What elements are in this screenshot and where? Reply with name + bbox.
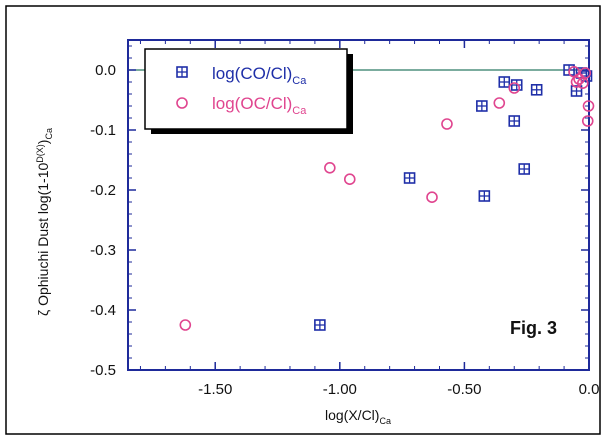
data-point-oc — [324, 162, 336, 174]
x-axis-label-main: log(X/Cl) — [325, 407, 379, 423]
data-point-oc — [493, 97, 506, 109]
y-axis-label-main: ζ Ophiuchi Dust log(1-10 — [35, 163, 51, 316]
axis-ticks: 0.0 -0.1 -0.2 -0.3 -0.4 -0.5 -1.50 -1.00 -0.50 0.… — [90, 40, 599, 398]
data-point-co — [476, 100, 488, 112]
data-point-oc — [441, 118, 453, 130]
legend-label-co-main: log(CO/Cl) — [212, 64, 292, 83]
data-point-oc — [581, 115, 594, 127]
y-tick-label: -0.1 — [90, 122, 116, 139]
data-points — [179, 64, 595, 331]
plot-frame — [127, 39, 590, 371]
legend-marker-co-shape — [176, 66, 188, 78]
x-tick-label: -0.50 — [447, 381, 481, 398]
data-point-oc — [426, 191, 438, 203]
data-point-co — [518, 163, 531, 175]
legend-box — [144, 48, 348, 130]
x-tick-label: -1.00 — [323, 381, 357, 398]
data-point-co — [498, 76, 511, 88]
data-point-co — [530, 84, 543, 96]
data-point-oc — [179, 319, 192, 331]
data-point-oc — [582, 100, 595, 112]
data-point-co — [510, 79, 523, 91]
legend-marker-crossed-square — [176, 66, 188, 78]
data-point-co — [478, 190, 491, 202]
data-point-co — [314, 319, 326, 331]
data-point-oc — [570, 76, 583, 88]
y-tick-label: -0.4 — [90, 302, 116, 319]
x-tick-label: -1.50 — [198, 381, 232, 398]
data-point-oc — [508, 82, 521, 94]
legend-label-oc-sub: Ca — [292, 105, 307, 117]
y-tick-label: 0.0 — [95, 62, 116, 79]
legend-marker-oc-shape — [176, 97, 188, 109]
y-axis-label-sup: D(X) — [35, 144, 45, 163]
legend-label-co: log(CO/Cl)Ca — [212, 64, 307, 87]
y-axis-label-close: ) — [35, 140, 51, 145]
plot-area-border — [127, 39, 590, 371]
figure-label: Fig. 3 — [510, 318, 557, 338]
x-axis-label-sub: Ca — [379, 416, 391, 426]
x-axis-label: log(X/Cl)Ca — [325, 407, 391, 426]
y-axis-label: ζ Ophiuchi Dust log(1-10D(X))Ca — [35, 128, 54, 316]
legend-label-oc: log(OC/Cl)Ca — [212, 94, 307, 117]
data-point-co — [508, 115, 521, 127]
legend: log(CO/Cl)Ca log(OC/Cl)Ca — [144, 48, 353, 134]
y-tick-label: -0.5 — [90, 362, 116, 379]
legend-marker-open-circle — [176, 97, 188, 109]
y-tick-label: -0.2 — [90, 182, 116, 199]
data-point-oc — [579, 67, 592, 79]
x-tick-label: 0.0 — [579, 381, 600, 398]
legend-label-co-sub: Ca — [292, 75, 307, 87]
y-tick-label: -0.3 — [90, 242, 116, 259]
data-point-co — [403, 172, 416, 184]
data-point-oc — [343, 173, 356, 185]
y-axis-label-sub: Ca — [44, 128, 54, 140]
legend-label-oc-main: log(OC/Cl) — [212, 94, 292, 113]
